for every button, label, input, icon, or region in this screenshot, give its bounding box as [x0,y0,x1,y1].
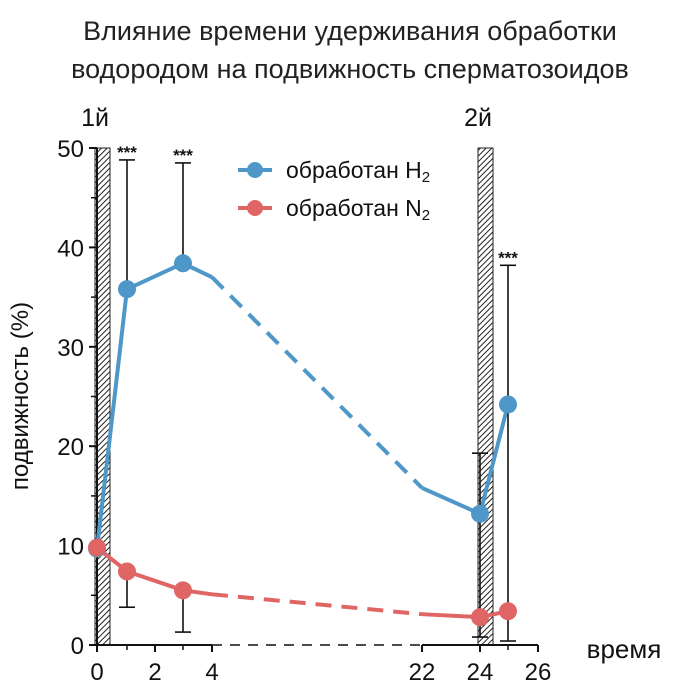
x-tick-label: 26 [525,659,552,686]
series-h2-dashed-line [210,275,424,490]
legend-label: обработан H2 [286,157,430,186]
x-tick-label: 24 [467,659,494,686]
significance-marker: *** [498,248,518,267]
x-tick-label: 22 [409,659,436,686]
series-n2-line [95,546,213,597]
legend-marker [247,162,263,178]
series-n2-point [471,608,489,627]
series-h2-point [118,280,136,299]
y-tick-label: 50 [57,136,84,163]
x-tick-label: 0 [90,659,103,686]
x-axis-label: время [587,634,662,664]
series-h2-point [471,504,489,523]
x-tick-label: 2 [148,659,161,686]
y-tick-label: 30 [57,335,84,362]
y-axis-label: подвижность (%) [7,302,34,490]
y-tick-label: 20 [57,434,84,461]
series-h2-point [174,254,192,273]
series-h2-point [499,395,517,414]
series-h2-line [478,403,510,515]
treatment-marker-label: 1й [81,104,109,132]
series-h2-line [421,486,481,516]
chart-title-line-1: Влияние времени удерживания обработки [83,16,617,46]
series-n2-line [421,612,481,620]
significance-marker: *** [173,146,193,165]
chart-title-line-2: водородом на подвижность сперматозоидов [71,54,629,84]
series-n2-point [499,602,517,621]
series-n2-point [174,581,192,600]
x-tick-label: 4 [205,659,218,686]
legend-label-subscript: 2 [422,207,430,224]
series-n2-point [118,562,136,581]
treatment-marker-label: 2й [464,104,492,132]
y-tick-label: 10 [57,534,84,561]
legend-marker [247,200,263,216]
legend-label-subscript: 2 [422,169,430,186]
y-tick-label: 40 [57,235,84,262]
series-n2-dashed-line [211,592,423,617]
significance-marker: *** [117,143,137,162]
legend-label: обработан N2 [286,195,430,224]
series-n2-point [88,538,106,557]
series-h2-line [95,261,213,549]
y-tick-label: 0 [71,633,84,660]
